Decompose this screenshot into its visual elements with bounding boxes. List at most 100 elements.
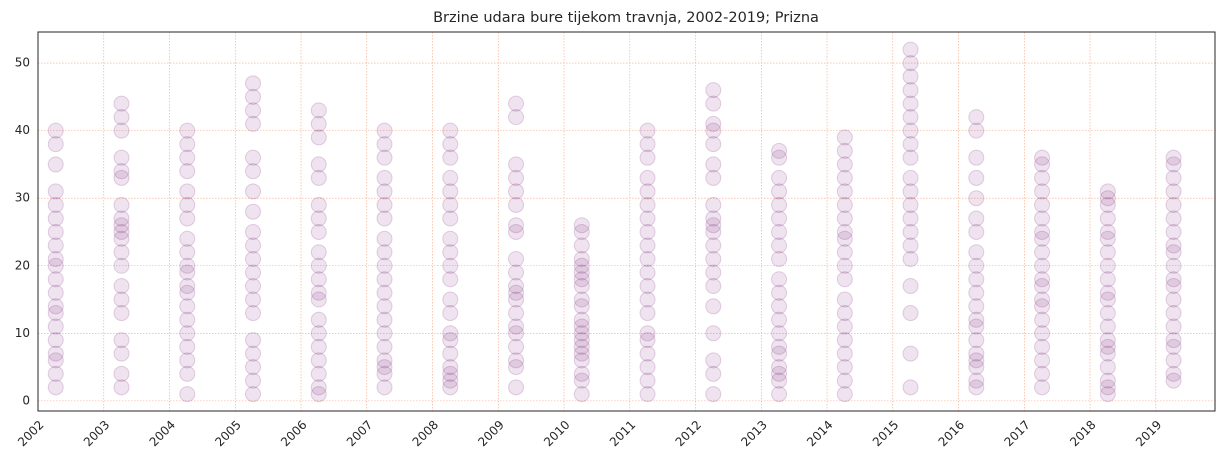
point	[310, 379, 327, 396]
point	[376, 365, 393, 382]
point	[771, 372, 788, 389]
point	[442, 230, 459, 247]
point	[705, 82, 722, 99]
point	[573, 345, 590, 362]
point	[771, 237, 788, 254]
point	[639, 325, 656, 342]
point	[508, 379, 525, 396]
point	[245, 75, 262, 92]
point	[1034, 156, 1051, 173]
point	[442, 136, 459, 153]
point	[573, 332, 590, 349]
point	[1099, 345, 1116, 362]
point	[1034, 210, 1051, 227]
point	[968, 122, 985, 139]
point	[245, 264, 262, 281]
point	[1099, 271, 1116, 288]
point	[705, 169, 722, 186]
point	[1165, 244, 1182, 261]
point	[573, 291, 590, 308]
point	[113, 223, 130, 240]
point	[573, 365, 590, 382]
point	[902, 136, 919, 153]
point	[113, 109, 130, 126]
point	[310, 257, 327, 274]
point	[179, 122, 196, 139]
x-tick-label: 2006	[278, 418, 309, 449]
point	[1034, 278, 1051, 295]
point	[968, 345, 985, 362]
point	[573, 278, 590, 295]
point	[179, 196, 196, 213]
point	[508, 223, 525, 240]
point	[1165, 271, 1182, 288]
point	[179, 338, 196, 355]
point	[1165, 338, 1182, 355]
point	[1034, 244, 1051, 261]
point	[179, 278, 196, 295]
point	[968, 298, 985, 315]
point	[1099, 372, 1116, 389]
point	[968, 244, 985, 261]
point	[47, 183, 64, 200]
point	[771, 365, 788, 382]
point	[1099, 338, 1116, 355]
point	[705, 217, 722, 234]
point	[245, 149, 262, 166]
point	[113, 217, 130, 234]
point	[639, 223, 656, 240]
point	[1165, 223, 1182, 240]
point	[1034, 352, 1051, 369]
point	[442, 122, 459, 139]
point	[508, 325, 525, 342]
y-tick-label: 0	[22, 393, 30, 407]
point	[902, 95, 919, 112]
point	[508, 95, 525, 112]
point	[573, 257, 590, 274]
point	[705, 264, 722, 281]
point	[836, 196, 853, 213]
point	[639, 169, 656, 186]
point	[508, 359, 525, 376]
point	[179, 210, 196, 227]
point	[639, 291, 656, 308]
point	[376, 298, 393, 315]
point	[113, 210, 130, 227]
point	[1099, 190, 1116, 207]
point	[771, 149, 788, 166]
point	[310, 386, 327, 403]
point	[1034, 183, 1051, 200]
point	[310, 291, 327, 308]
point	[376, 196, 393, 213]
x-tick-label: 2013	[738, 418, 769, 449]
point	[705, 122, 722, 139]
point	[47, 136, 64, 153]
point	[179, 264, 196, 281]
point	[442, 365, 459, 382]
point	[968, 257, 985, 274]
point	[1165, 237, 1182, 254]
point	[639, 250, 656, 267]
point	[902, 379, 919, 396]
x-tick-label: 2004	[147, 418, 178, 449]
point	[1034, 230, 1051, 247]
point	[1099, 257, 1116, 274]
point	[1034, 311, 1051, 328]
point	[771, 345, 788, 362]
point	[442, 149, 459, 166]
point	[376, 230, 393, 247]
point	[1034, 149, 1051, 166]
point	[968, 311, 985, 328]
x-tick-label: 2019	[1133, 418, 1164, 449]
point	[836, 129, 853, 146]
point	[179, 298, 196, 315]
point	[1099, 291, 1116, 308]
point	[1099, 183, 1116, 200]
point	[113, 196, 130, 213]
point	[508, 278, 525, 295]
point	[771, 311, 788, 328]
point	[573, 318, 590, 335]
point	[836, 291, 853, 308]
point	[902, 68, 919, 85]
point	[47, 156, 64, 173]
